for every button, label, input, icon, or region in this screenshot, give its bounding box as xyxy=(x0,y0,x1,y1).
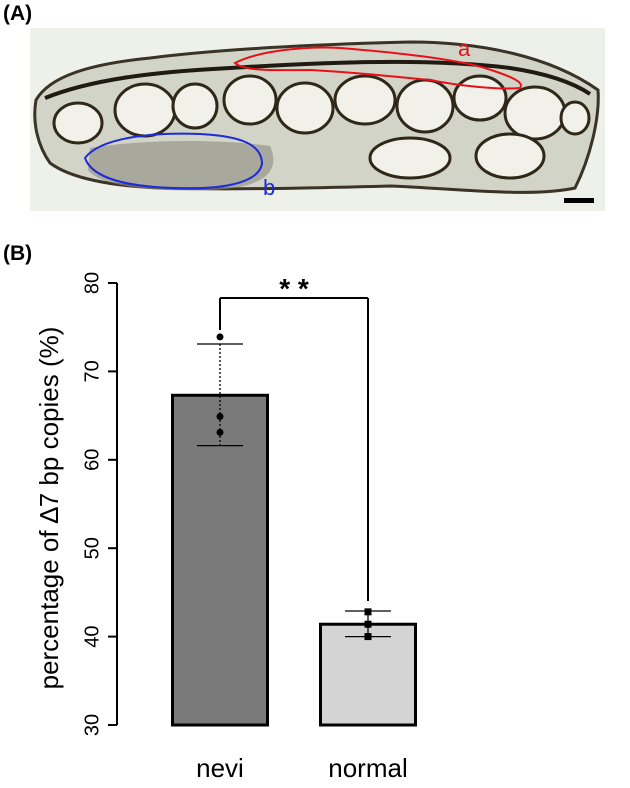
significance-label: * * xyxy=(279,273,309,304)
plot-area: 30 40 50 60 70 80 percentage of ∆7 bp copies (… xyxy=(34,272,417,783)
data-point-normal xyxy=(364,608,372,616)
bar-normal xyxy=(319,622,417,727)
data-point-nevi xyxy=(216,428,224,436)
bar-nevi xyxy=(171,393,269,727)
data-point-nevi xyxy=(216,333,224,341)
y-tick-label: 30 xyxy=(81,714,103,736)
data-point-nevi xyxy=(216,412,224,420)
micrograph-image: a b xyxy=(30,28,605,211)
data-point-normal xyxy=(364,620,372,628)
region-a-outline xyxy=(233,46,522,90)
x-tick-label-nevi: nevi xyxy=(196,753,244,783)
region-b-label: b xyxy=(263,175,275,200)
y-tick-label: 70 xyxy=(81,360,103,382)
dermis-region xyxy=(88,141,274,191)
y-tick-label: 40 xyxy=(81,625,103,647)
scale-bar xyxy=(564,198,594,203)
data-point-normal xyxy=(364,633,372,641)
region-a-label: a xyxy=(458,36,471,61)
panel-label-a: (A) xyxy=(3,2,33,25)
y-tick-label: 50 xyxy=(81,537,103,559)
pigmented-layer xyxy=(44,59,592,100)
y-tick-label: 60 xyxy=(81,449,103,471)
panel-label-b: (B) xyxy=(3,242,33,265)
x-tick-label-normal: normal xyxy=(328,753,407,783)
region-b-outline xyxy=(83,132,264,190)
y-tick-label: 80 xyxy=(81,272,103,294)
y-axis-label: percentage of ∆7 bp copies (%) xyxy=(34,327,64,690)
